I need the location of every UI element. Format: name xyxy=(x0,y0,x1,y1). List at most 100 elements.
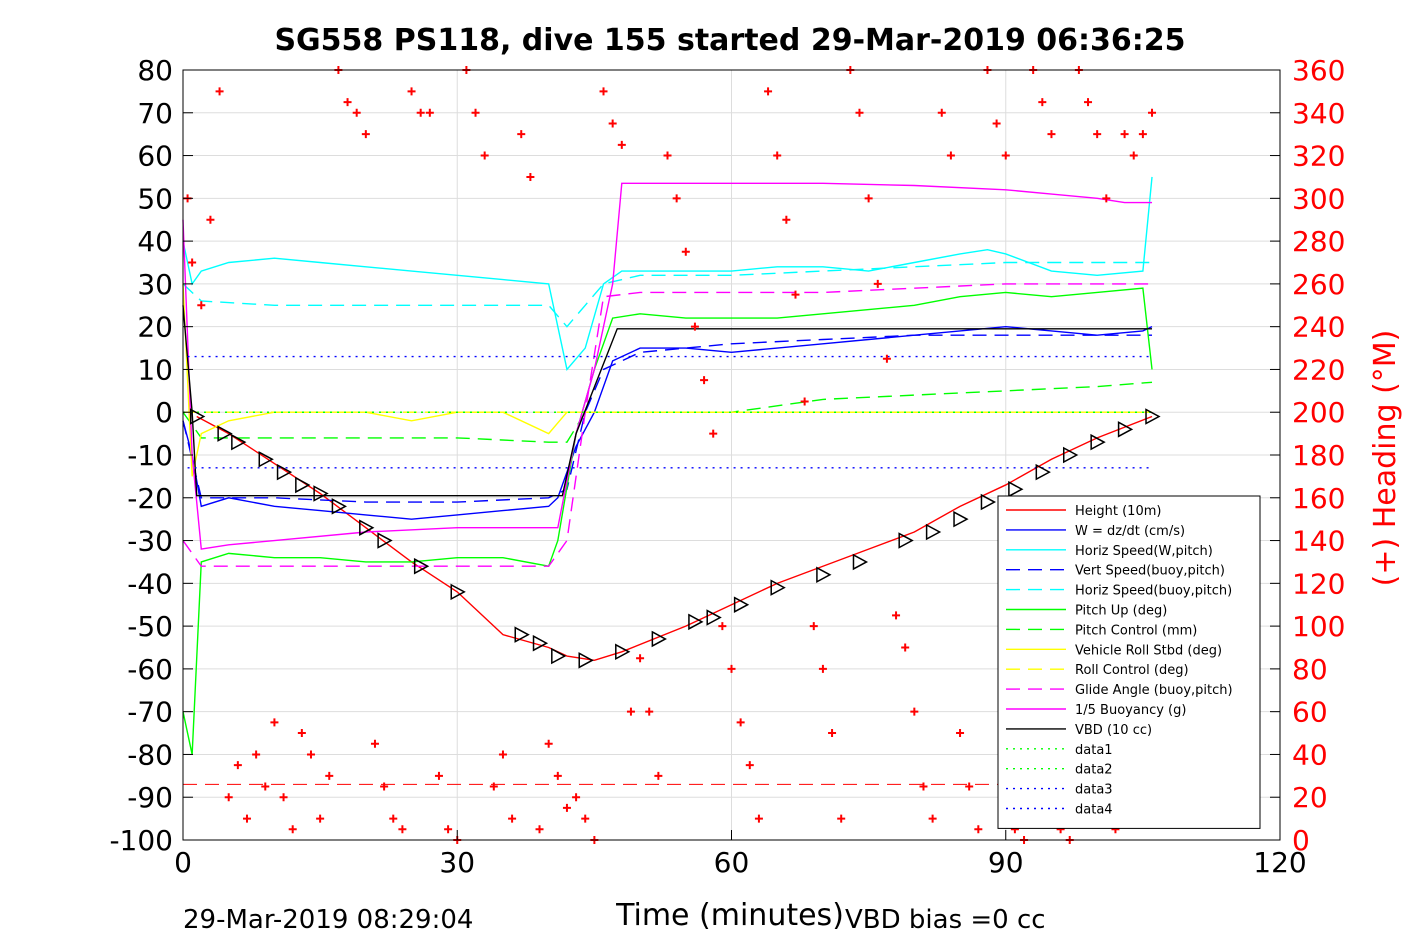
series-line-11 xyxy=(182,182,1153,550)
heading-point xyxy=(352,108,361,117)
heading-point xyxy=(288,825,297,834)
heading-point xyxy=(1148,108,1157,117)
heading-point xyxy=(636,654,645,663)
legend-label: Pitch Up (deg) xyxy=(1075,604,1167,619)
plot-layer xyxy=(182,66,1161,844)
y2-tick-label: 260 xyxy=(1292,268,1345,301)
depth-marker xyxy=(688,613,704,631)
heading-point xyxy=(517,130,526,139)
heading-point xyxy=(398,825,407,834)
heading-point xyxy=(480,151,489,160)
y-tick-label: 50 xyxy=(137,182,173,215)
legend-label: Horiz Speed(buoy,pitch) xyxy=(1075,584,1232,599)
heading-point xyxy=(736,718,745,727)
x-tick-label: 30 xyxy=(439,846,475,879)
y2-tick-label: 40 xyxy=(1292,738,1328,771)
depth-marker xyxy=(1035,463,1051,481)
series-line-4 xyxy=(182,334,1153,503)
depth-marker xyxy=(189,408,206,425)
heading-point xyxy=(1038,98,1047,107)
heading-point xyxy=(837,814,846,823)
heading-point xyxy=(974,825,983,834)
y-tick-label: 40 xyxy=(137,225,173,258)
heading-point xyxy=(389,814,398,823)
y-tick-label: 70 xyxy=(137,97,173,130)
heading-point xyxy=(361,130,370,139)
heading-point xyxy=(297,729,306,738)
depth-marker xyxy=(231,433,247,451)
heading-point xyxy=(864,194,873,203)
depth-marker xyxy=(514,626,530,643)
depth-marker xyxy=(276,463,293,481)
heading-point xyxy=(700,376,709,385)
x-tick-label: 60 xyxy=(714,846,750,879)
heading-point xyxy=(197,301,206,310)
depth-marker xyxy=(925,523,942,541)
heading-point xyxy=(919,782,928,791)
legend-label: data4 xyxy=(1075,803,1113,818)
depth-marker xyxy=(1008,480,1024,498)
heading-point xyxy=(1093,130,1102,139)
heading-point xyxy=(663,151,672,160)
y2-tick-label: 240 xyxy=(1292,311,1345,344)
heading-point xyxy=(581,814,590,823)
depth-marker xyxy=(532,634,549,652)
heading-point xyxy=(1129,151,1138,160)
heading-point xyxy=(544,739,553,748)
heading-point xyxy=(562,803,571,812)
heading-point xyxy=(946,151,955,160)
depth-marker xyxy=(615,643,631,661)
legend-box xyxy=(997,495,1261,829)
legend-layer: Height (10m) W = dz/dt (cm/s) Horiz Speed(… xyxy=(997,495,1261,829)
y2-tick-label: 280 xyxy=(1292,225,1345,258)
legend-label: Pitch Control (mm) xyxy=(1075,623,1197,638)
legend-label: Vert Speed(buoy,pitch) xyxy=(1075,564,1225,579)
depth-marker xyxy=(217,425,233,442)
y2-tick-label: 220 xyxy=(1292,353,1345,386)
series-line-1 xyxy=(196,415,1153,662)
heading-point xyxy=(425,108,434,117)
depth-marker xyxy=(1117,421,1134,438)
heading-point xyxy=(654,771,663,780)
y-tick-label: 80 xyxy=(137,54,173,87)
y2-tick-label: 0 xyxy=(1292,824,1310,857)
heading-point xyxy=(407,87,416,96)
depth-marker xyxy=(331,498,347,515)
depth-marker xyxy=(898,532,914,549)
depth-marker xyxy=(816,566,832,584)
heading-point xyxy=(1001,151,1010,160)
depth-marker xyxy=(258,451,274,468)
y2-tick-label: 60 xyxy=(1292,696,1328,729)
y-tick-label: -50 xyxy=(127,610,173,643)
heading-point xyxy=(526,172,535,181)
heading-point xyxy=(855,108,864,117)
heading-point xyxy=(727,664,736,673)
heading-point xyxy=(718,622,727,631)
depth-marker xyxy=(980,493,997,511)
y-tick-label: -100 xyxy=(109,824,173,857)
heading-point xyxy=(343,98,352,107)
heading-point xyxy=(535,825,544,834)
heading-point xyxy=(1047,130,1056,139)
heading-point xyxy=(956,729,965,738)
series-line-10 xyxy=(182,283,1153,567)
y2-tick-label: 160 xyxy=(1292,482,1345,515)
legend-label: data1 xyxy=(1075,743,1113,758)
heading-point xyxy=(901,643,910,652)
series-line-5 xyxy=(182,261,1153,328)
heading-point xyxy=(645,707,654,716)
y2-tick-label: 80 xyxy=(1292,653,1328,686)
heading-point xyxy=(242,814,251,823)
heading-point xyxy=(434,771,443,780)
y-tick-label: -90 xyxy=(127,781,173,814)
legend-label: data3 xyxy=(1075,783,1113,798)
legend-label: Height (10m) xyxy=(1075,504,1161,519)
legend-label: W = dz/dt (cm/s) xyxy=(1075,524,1185,539)
heading-point xyxy=(380,782,389,791)
depth-marker xyxy=(450,583,466,601)
axis-layer: 0 30 60 90 12080706050403020100-10-20-30-40-… xyxy=(109,54,1345,879)
heading-point xyxy=(261,782,270,791)
y2-tick-label: 360 xyxy=(1292,54,1345,87)
depth-marker xyxy=(953,510,969,528)
y2-tick-label: 140 xyxy=(1292,525,1345,558)
